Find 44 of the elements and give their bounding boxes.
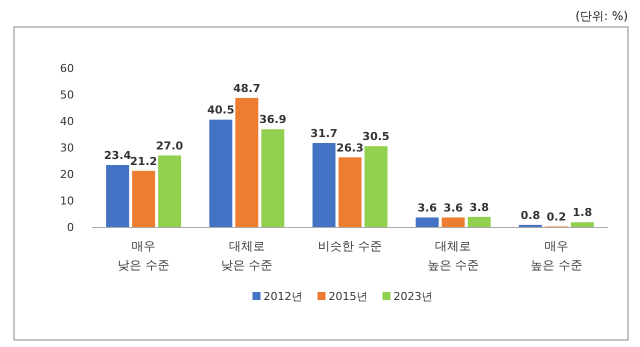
text: 40.5 [207,104,234,117]
bar [442,217,465,227]
y-tick-label: 50 [60,88,74,102]
text: 23.4 [104,148,132,162]
bar [338,157,362,227]
x-tick-label: 대체로 낮은 수준 [220,239,273,272]
text: 21.2 [130,154,158,168]
bar [312,142,336,227]
text: 3.8 [469,200,489,214]
legend-label: 2023년 [394,290,432,303]
text: (단위: %) [575,9,628,23]
legend-label: 2015년 [328,290,368,303]
x-tick-label: 매우 높은 수준 [530,239,582,272]
bar [209,120,232,227]
text: 30.5 [362,130,390,144]
text: 27.0 [156,139,184,152]
bar [364,146,388,227]
text: 26.3 [336,141,364,154]
x-tick-label: 비슷한 수준 [318,239,382,253]
bar [570,222,594,227]
text: 36.9 [259,113,286,126]
y-tick-label: 0 [67,221,74,234]
bar [132,170,156,227]
x-tick-label: 대체로 높은 수준 [427,239,480,272]
bar [106,164,130,227]
legend-label: 2012년 [264,290,302,303]
y-tick-label: 10 [60,194,74,208]
text: 3.6 [417,201,437,214]
text: 0.2 [546,210,566,224]
y-tick-label: 40 [60,115,74,128]
bar [261,129,284,227]
text: 48.7 [233,82,260,95]
y-tick-label: 30 [60,142,74,154]
x-tick-label: 매우 낮은 수준 [118,239,170,272]
text: 1.8 [572,206,592,220]
bar [416,217,439,227]
bar [158,155,182,227]
text: 0.8 [520,208,540,222]
y-tick-label: 20 [60,168,74,181]
bar [235,98,258,227]
bar [468,216,491,227]
y-tick-label: 60 [60,62,74,75]
text: 3.6 [443,201,463,214]
text: 31.7 [310,126,338,140]
